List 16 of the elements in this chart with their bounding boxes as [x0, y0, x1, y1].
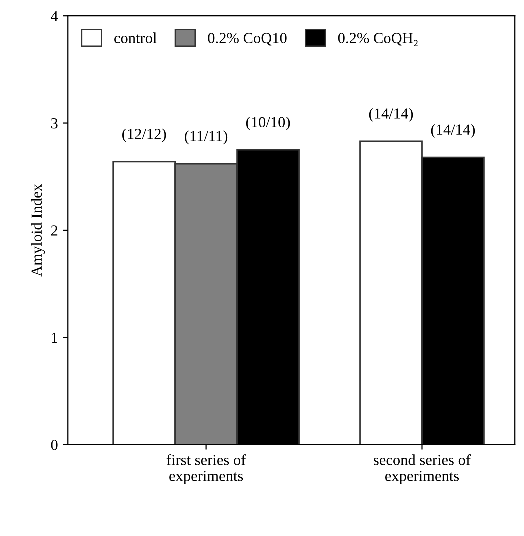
y-axis-title: Amyloid Index	[31, 184, 46, 277]
data-label: (11/11)	[185, 130, 228, 145]
x-tick-label: second series of experiments	[374, 454, 472, 484]
data-label: (10/10)	[246, 116, 290, 131]
data-label: (14/14)	[369, 108, 414, 122]
x-tick-label: first series of experiments	[166, 454, 246, 484]
legend-label: 0.2% CoQH₂	[338, 33, 418, 46]
y-tick-label: 3	[51, 118, 58, 129]
data-label: (12/12)	[122, 128, 166, 142]
data-label: (14/14)	[431, 124, 476, 138]
y-tick-label: 0	[51, 440, 58, 450]
y-tick-label: 4	[51, 11, 58, 22]
y-tick-label: 2	[51, 226, 58, 236]
legend-label: control	[114, 32, 157, 44]
legend-label: 0.2% CoQ10	[208, 33, 287, 46]
y-tick-label: 1	[52, 332, 58, 343]
